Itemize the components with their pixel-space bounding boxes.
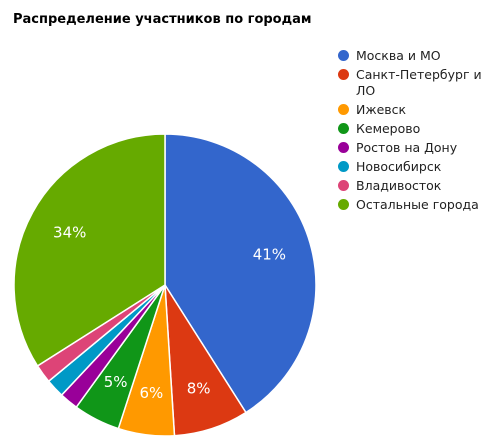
legend-swatch [338, 161, 349, 172]
legend-label: Владивосток [356, 178, 442, 193]
legend-swatch [338, 123, 349, 134]
chart-title: Распределение участников по городам [13, 12, 312, 27]
legend-label: Ростов на Дону [356, 140, 458, 155]
slice-value-label: 34% [53, 224, 86, 242]
legend-item: Кемерово [338, 121, 498, 137]
legend-label: Новосибирск [356, 159, 442, 174]
legend-swatch [338, 104, 349, 115]
legend-swatch [338, 142, 349, 153]
legend-label: Ижевск [356, 102, 407, 117]
slice-value-label: 8% [187, 379, 211, 397]
slice-value-label: 5% [104, 373, 128, 391]
legend-item: Санкт-Петербург и ЛО [338, 67, 498, 99]
legend-item: Владивосток [338, 178, 498, 194]
legend-label: Санкт-Петербург и ЛО [356, 67, 482, 98]
legend-label: Остальные города [356, 197, 479, 212]
legend: Москва и МО Санкт-Петербург и ЛО Ижевск Кем… [338, 48, 498, 216]
legend-label: Кемерово [356, 121, 421, 136]
pie-slice-8 [13, 133, 166, 367]
slice-value-label: 6% [139, 384, 163, 402]
legend-item: Остальные города [338, 197, 498, 213]
legend-swatch [338, 199, 349, 210]
legend-swatch [338, 69, 349, 80]
slice-value-label: 41% [253, 246, 286, 264]
legend-swatch [338, 180, 349, 191]
legend-swatch [338, 50, 349, 61]
legend-label: Москва и МО [356, 48, 441, 63]
pie-slice-1 [164, 133, 317, 414]
legend-item: Ростов на Дону [338, 140, 498, 156]
legend-item: Москва и МО [338, 48, 498, 64]
legend-item: Ижевск [338, 102, 498, 118]
legend-item: Новосибирск [338, 159, 498, 175]
